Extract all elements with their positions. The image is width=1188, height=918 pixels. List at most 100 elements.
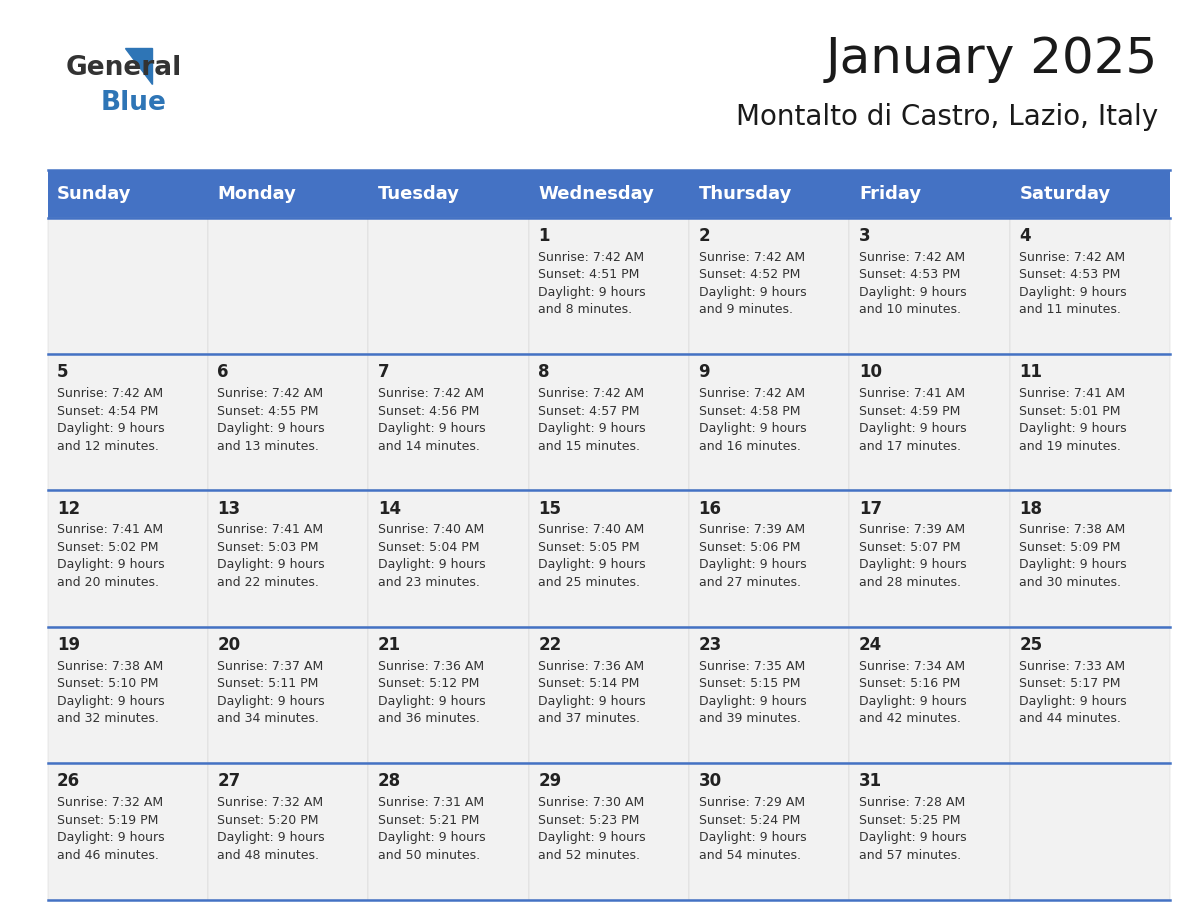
Text: Sunrise: 7:38 AM
Sunset: 5:10 PM
Daylight: 9 hours
and 32 minutes.: Sunrise: 7:38 AM Sunset: 5:10 PM Dayligh… xyxy=(57,660,165,725)
Text: 25: 25 xyxy=(1019,636,1042,654)
Text: 29: 29 xyxy=(538,772,562,790)
Bar xyxy=(208,763,368,900)
Text: 23: 23 xyxy=(699,636,722,654)
Bar xyxy=(849,763,1010,900)
Bar xyxy=(208,354,368,490)
Text: Sunrise: 7:40 AM
Sunset: 5:04 PM
Daylight: 9 hours
and 23 minutes.: Sunrise: 7:40 AM Sunset: 5:04 PM Dayligh… xyxy=(378,523,486,589)
Bar xyxy=(1010,490,1170,627)
Bar xyxy=(529,354,689,490)
Text: Sunrise: 7:39 AM
Sunset: 5:07 PM
Daylight: 9 hours
and 28 minutes.: Sunrise: 7:39 AM Sunset: 5:07 PM Dayligh… xyxy=(859,523,967,589)
Text: 14: 14 xyxy=(378,499,400,518)
Bar xyxy=(368,763,529,900)
Bar xyxy=(529,763,689,900)
Text: 19: 19 xyxy=(57,636,80,654)
Text: Sunrise: 7:42 AM
Sunset: 4:55 PM
Daylight: 9 hours
and 13 minutes.: Sunrise: 7:42 AM Sunset: 4:55 PM Dayligh… xyxy=(217,387,326,453)
Bar xyxy=(1010,218,1170,354)
Text: 18: 18 xyxy=(1019,499,1042,518)
Bar xyxy=(529,627,689,763)
Text: Sunrise: 7:41 AM
Sunset: 5:02 PM
Daylight: 9 hours
and 20 minutes.: Sunrise: 7:41 AM Sunset: 5:02 PM Dayligh… xyxy=(57,523,165,589)
Text: Sunrise: 7:42 AM
Sunset: 4:51 PM
Daylight: 9 hours
and 8 minutes.: Sunrise: 7:42 AM Sunset: 4:51 PM Dayligh… xyxy=(538,251,646,316)
Text: Sunrise: 7:42 AM
Sunset: 4:56 PM
Daylight: 9 hours
and 14 minutes.: Sunrise: 7:42 AM Sunset: 4:56 PM Dayligh… xyxy=(378,387,486,453)
Bar xyxy=(368,490,529,627)
Bar xyxy=(529,490,689,627)
Bar xyxy=(689,490,849,627)
Text: 6: 6 xyxy=(217,364,229,381)
Text: General: General xyxy=(65,55,182,81)
Bar xyxy=(849,627,1010,763)
Text: Sunrise: 7:42 AM
Sunset: 4:53 PM
Daylight: 9 hours
and 11 minutes.: Sunrise: 7:42 AM Sunset: 4:53 PM Dayligh… xyxy=(1019,251,1127,316)
Text: 27: 27 xyxy=(217,772,241,790)
Bar xyxy=(48,490,208,627)
Bar xyxy=(849,354,1010,490)
Bar xyxy=(368,218,529,354)
Text: Sunrise: 7:31 AM
Sunset: 5:21 PM
Daylight: 9 hours
and 50 minutes.: Sunrise: 7:31 AM Sunset: 5:21 PM Dayligh… xyxy=(378,796,486,862)
Bar xyxy=(48,170,1170,218)
Text: 16: 16 xyxy=(699,499,721,518)
Text: Sunday: Sunday xyxy=(57,185,132,203)
Bar xyxy=(48,218,208,354)
Bar xyxy=(689,354,849,490)
Bar xyxy=(1010,627,1170,763)
Bar xyxy=(849,218,1010,354)
Bar xyxy=(689,218,849,354)
Text: 28: 28 xyxy=(378,772,400,790)
Polygon shape xyxy=(125,48,152,84)
Bar xyxy=(48,627,208,763)
Text: 20: 20 xyxy=(217,636,240,654)
Text: 8: 8 xyxy=(538,364,550,381)
Text: Sunrise: 7:41 AM
Sunset: 4:59 PM
Daylight: 9 hours
and 17 minutes.: Sunrise: 7:41 AM Sunset: 4:59 PM Dayligh… xyxy=(859,387,967,453)
Text: Tuesday: Tuesday xyxy=(378,185,460,203)
Text: Sunrise: 7:33 AM
Sunset: 5:17 PM
Daylight: 9 hours
and 44 minutes.: Sunrise: 7:33 AM Sunset: 5:17 PM Dayligh… xyxy=(1019,660,1127,725)
Text: 7: 7 xyxy=(378,364,390,381)
Text: Sunrise: 7:42 AM
Sunset: 4:53 PM
Daylight: 9 hours
and 10 minutes.: Sunrise: 7:42 AM Sunset: 4:53 PM Dayligh… xyxy=(859,251,967,316)
Text: Sunrise: 7:32 AM
Sunset: 5:19 PM
Daylight: 9 hours
and 46 minutes.: Sunrise: 7:32 AM Sunset: 5:19 PM Dayligh… xyxy=(57,796,165,862)
Text: 21: 21 xyxy=(378,636,400,654)
Text: Sunrise: 7:35 AM
Sunset: 5:15 PM
Daylight: 9 hours
and 39 minutes.: Sunrise: 7:35 AM Sunset: 5:15 PM Dayligh… xyxy=(699,660,807,725)
Bar xyxy=(689,763,849,900)
Text: 13: 13 xyxy=(217,499,240,518)
Bar xyxy=(48,354,208,490)
Text: 9: 9 xyxy=(699,364,710,381)
Text: 2: 2 xyxy=(699,227,710,245)
Bar xyxy=(208,627,368,763)
Text: Monday: Monday xyxy=(217,185,296,203)
Text: Sunrise: 7:34 AM
Sunset: 5:16 PM
Daylight: 9 hours
and 42 minutes.: Sunrise: 7:34 AM Sunset: 5:16 PM Dayligh… xyxy=(859,660,967,725)
Text: 17: 17 xyxy=(859,499,881,518)
Bar xyxy=(1010,763,1170,900)
Text: Sunrise: 7:36 AM
Sunset: 5:14 PM
Daylight: 9 hours
and 37 minutes.: Sunrise: 7:36 AM Sunset: 5:14 PM Dayligh… xyxy=(538,660,646,725)
Text: Montalto di Castro, Lazio, Italy: Montalto di Castro, Lazio, Italy xyxy=(737,103,1158,131)
Text: 11: 11 xyxy=(1019,364,1042,381)
Bar xyxy=(208,490,368,627)
Text: 24: 24 xyxy=(859,636,883,654)
Text: 26: 26 xyxy=(57,772,80,790)
Text: Saturday: Saturday xyxy=(1019,185,1111,203)
Text: Sunrise: 7:32 AM
Sunset: 5:20 PM
Daylight: 9 hours
and 48 minutes.: Sunrise: 7:32 AM Sunset: 5:20 PM Dayligh… xyxy=(217,796,326,862)
Text: Blue: Blue xyxy=(101,90,166,116)
Text: Sunrise: 7:42 AM
Sunset: 4:57 PM
Daylight: 9 hours
and 15 minutes.: Sunrise: 7:42 AM Sunset: 4:57 PM Dayligh… xyxy=(538,387,646,453)
Text: Sunrise: 7:29 AM
Sunset: 5:24 PM
Daylight: 9 hours
and 54 minutes.: Sunrise: 7:29 AM Sunset: 5:24 PM Dayligh… xyxy=(699,796,807,862)
Text: 4: 4 xyxy=(1019,227,1031,245)
Text: January 2025: January 2025 xyxy=(826,35,1158,83)
Text: Sunrise: 7:37 AM
Sunset: 5:11 PM
Daylight: 9 hours
and 34 minutes.: Sunrise: 7:37 AM Sunset: 5:11 PM Dayligh… xyxy=(217,660,326,725)
Text: 12: 12 xyxy=(57,499,80,518)
Text: Sunrise: 7:41 AM
Sunset: 5:03 PM
Daylight: 9 hours
and 22 minutes.: Sunrise: 7:41 AM Sunset: 5:03 PM Dayligh… xyxy=(217,523,326,589)
Text: 5: 5 xyxy=(57,364,69,381)
Text: Sunrise: 7:42 AM
Sunset: 4:58 PM
Daylight: 9 hours
and 16 minutes.: Sunrise: 7:42 AM Sunset: 4:58 PM Dayligh… xyxy=(699,387,807,453)
Text: Wednesday: Wednesday xyxy=(538,185,655,203)
Text: 10: 10 xyxy=(859,364,881,381)
Text: Sunrise: 7:42 AM
Sunset: 4:54 PM
Daylight: 9 hours
and 12 minutes.: Sunrise: 7:42 AM Sunset: 4:54 PM Dayligh… xyxy=(57,387,165,453)
Text: 1: 1 xyxy=(538,227,550,245)
Text: 31: 31 xyxy=(859,772,881,790)
Bar xyxy=(1010,354,1170,490)
Text: 15: 15 xyxy=(538,499,561,518)
Text: Sunrise: 7:42 AM
Sunset: 4:52 PM
Daylight: 9 hours
and 9 minutes.: Sunrise: 7:42 AM Sunset: 4:52 PM Dayligh… xyxy=(699,251,807,316)
Bar xyxy=(208,218,368,354)
Bar xyxy=(368,627,529,763)
Text: Sunrise: 7:38 AM
Sunset: 5:09 PM
Daylight: 9 hours
and 30 minutes.: Sunrise: 7:38 AM Sunset: 5:09 PM Dayligh… xyxy=(1019,523,1127,589)
Bar xyxy=(368,354,529,490)
Text: Sunrise: 7:28 AM
Sunset: 5:25 PM
Daylight: 9 hours
and 57 minutes.: Sunrise: 7:28 AM Sunset: 5:25 PM Dayligh… xyxy=(859,796,967,862)
Text: Thursday: Thursday xyxy=(699,185,792,203)
Bar xyxy=(849,490,1010,627)
Text: Friday: Friday xyxy=(859,185,921,203)
Text: 30: 30 xyxy=(699,772,721,790)
